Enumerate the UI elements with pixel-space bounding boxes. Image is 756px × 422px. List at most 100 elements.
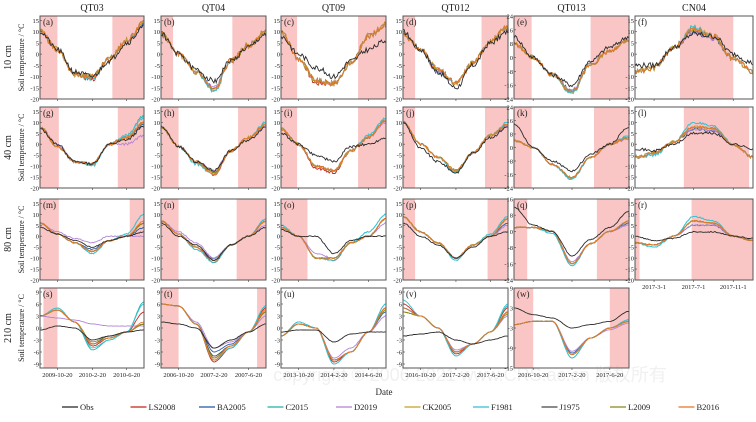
y-tick-label: -15 [271, 175, 280, 182]
y-tick-label: -10 [151, 256, 160, 263]
y-tick-label: 6 [399, 302, 403, 309]
y-tick-label: 15 [628, 109, 635, 116]
y-tick-label: 24 [507, 105, 514, 112]
y-tick-label: -9 [275, 362, 280, 369]
y-tick-label: -16 [504, 261, 513, 268]
y-tick-label: 5 [157, 40, 160, 47]
series-lines [635, 24, 753, 75]
y-tick-label: 10 [628, 29, 635, 36]
y-tick-label: -9 [155, 362, 160, 369]
y-tick-label: -24 [504, 186, 513, 193]
x-tick-label: 2016-10-20 [405, 372, 435, 379]
shaded-period [514, 288, 534, 368]
series-line-Obs [281, 329, 386, 343]
y-tick-label: -15 [271, 267, 280, 274]
shaded-period [590, 16, 629, 99]
y-tick-label: -20 [393, 278, 402, 285]
y-tick-label: 8 [510, 41, 513, 48]
shaded-period [679, 16, 734, 99]
y-tick-label: 0 [157, 326, 160, 333]
series-lines [514, 206, 629, 267]
y-tick-label: -20 [393, 186, 402, 193]
y-tick-label: 0 [510, 55, 513, 62]
y-tick-label: -5 [34, 245, 39, 252]
y-tick-label: -5 [155, 245, 160, 252]
y-tick-label: -5 [155, 63, 160, 70]
series-line-Obs [403, 28, 508, 90]
legend-entry: Obs [80, 402, 94, 412]
series-lines [40, 213, 144, 255]
panel-label: (h) [164, 108, 175, 118]
y-axis-label: Soil temperature / °C [17, 114, 26, 182]
panel-m: (m)15 10 5 0 -5 -10 -15 -20 [30, 198, 145, 285]
y-tick-label: 0 [277, 142, 280, 149]
panel-label: (m) [43, 200, 56, 210]
y-tick-label: 5 [277, 131, 280, 138]
legend-entry: L2009 [628, 402, 650, 412]
series-lines [403, 215, 508, 262]
panel-label: (q) [517, 200, 528, 210]
panel-label: (o) [284, 200, 295, 210]
y-tick-label: -10 [30, 164, 39, 171]
y-tick-label: 10 [628, 212, 635, 219]
series-line-Obs [40, 325, 144, 341]
series-line-B2016 [40, 121, 144, 165]
y-tick-label: -5 [629, 153, 634, 160]
series-line-Obs [403, 121, 508, 174]
y-tick-label: 10 [33, 29, 40, 36]
y-tick-label: -6 [34, 350, 40, 357]
panel-label: (j) [406, 108, 415, 118]
y-tick-label: 0 [399, 52, 402, 59]
series-line-Obs [281, 35, 386, 80]
series-line-B2016 [403, 25, 508, 86]
y-axis-label: Soil temperature / °C [17, 24, 26, 92]
y-tick-label: -9 [34, 362, 39, 369]
legend-entry: CK2005 [423, 402, 452, 412]
y-tick-label: -24 [504, 97, 513, 104]
series-line-B2016 [514, 39, 629, 92]
y-tick-label: 5 [277, 40, 280, 47]
y-tick-label: -6 [397, 350, 403, 357]
shaded-period [514, 16, 532, 99]
series-line-Obs [161, 222, 266, 262]
y-tick-label: -8 [508, 69, 513, 76]
series-line-Obs [403, 331, 508, 345]
shaded-period [161, 16, 174, 99]
shaded-period [514, 199, 528, 280]
y-tick-label: -20 [271, 186, 280, 193]
y-tick-label: 9 [510, 286, 513, 293]
y-tick-label: 15 [33, 109, 40, 116]
panel-e: (e)24 16 8 0 -8 -16 -24 [504, 14, 630, 104]
x-tick-label: 2006-10-20 [163, 372, 193, 379]
plot-frame [39, 106, 145, 189]
y-tick-label: -20 [393, 97, 402, 104]
series-lines [514, 34, 629, 95]
x-tick-label: 2017-2-20 [442, 372, 469, 379]
y-tick-label: -20 [30, 97, 39, 104]
plot-frame [160, 198, 267, 281]
legend: Obs LS2008 BA2005 C2015 D2019 CK2005 F1981 J197… [62, 402, 719, 412]
x-axis-label: Date [376, 387, 393, 397]
y-tick-label: 0 [36, 234, 39, 241]
y-tick-label: 5 [399, 40, 402, 47]
y-tick-label: 16 [507, 197, 514, 204]
series-line-Obs [40, 126, 144, 166]
plot-frame [634, 106, 754, 189]
y-tick-label: 9 [157, 290, 160, 297]
y-tick-label: -5 [275, 153, 280, 160]
panel-label: (e) [517, 17, 527, 27]
plot-frame [402, 198, 509, 281]
panel-k: (k)24 16 8 0 -8 -16 -24 [504, 105, 630, 193]
shaded-period [609, 288, 629, 368]
series-line-B2016 [40, 20, 144, 80]
column-title: QT013 [557, 3, 585, 14]
y-tick-label: -10 [625, 164, 634, 171]
y-tick-label: 10 [396, 120, 403, 127]
series-lines [40, 115, 144, 167]
y-tick-label: -9 [397, 362, 402, 369]
plot-frame [39, 15, 145, 100]
panel-g: (g)15 10 5 0 -5 -10 -15 -20 [30, 106, 145, 193]
y-tick-label: -10 [393, 74, 402, 81]
